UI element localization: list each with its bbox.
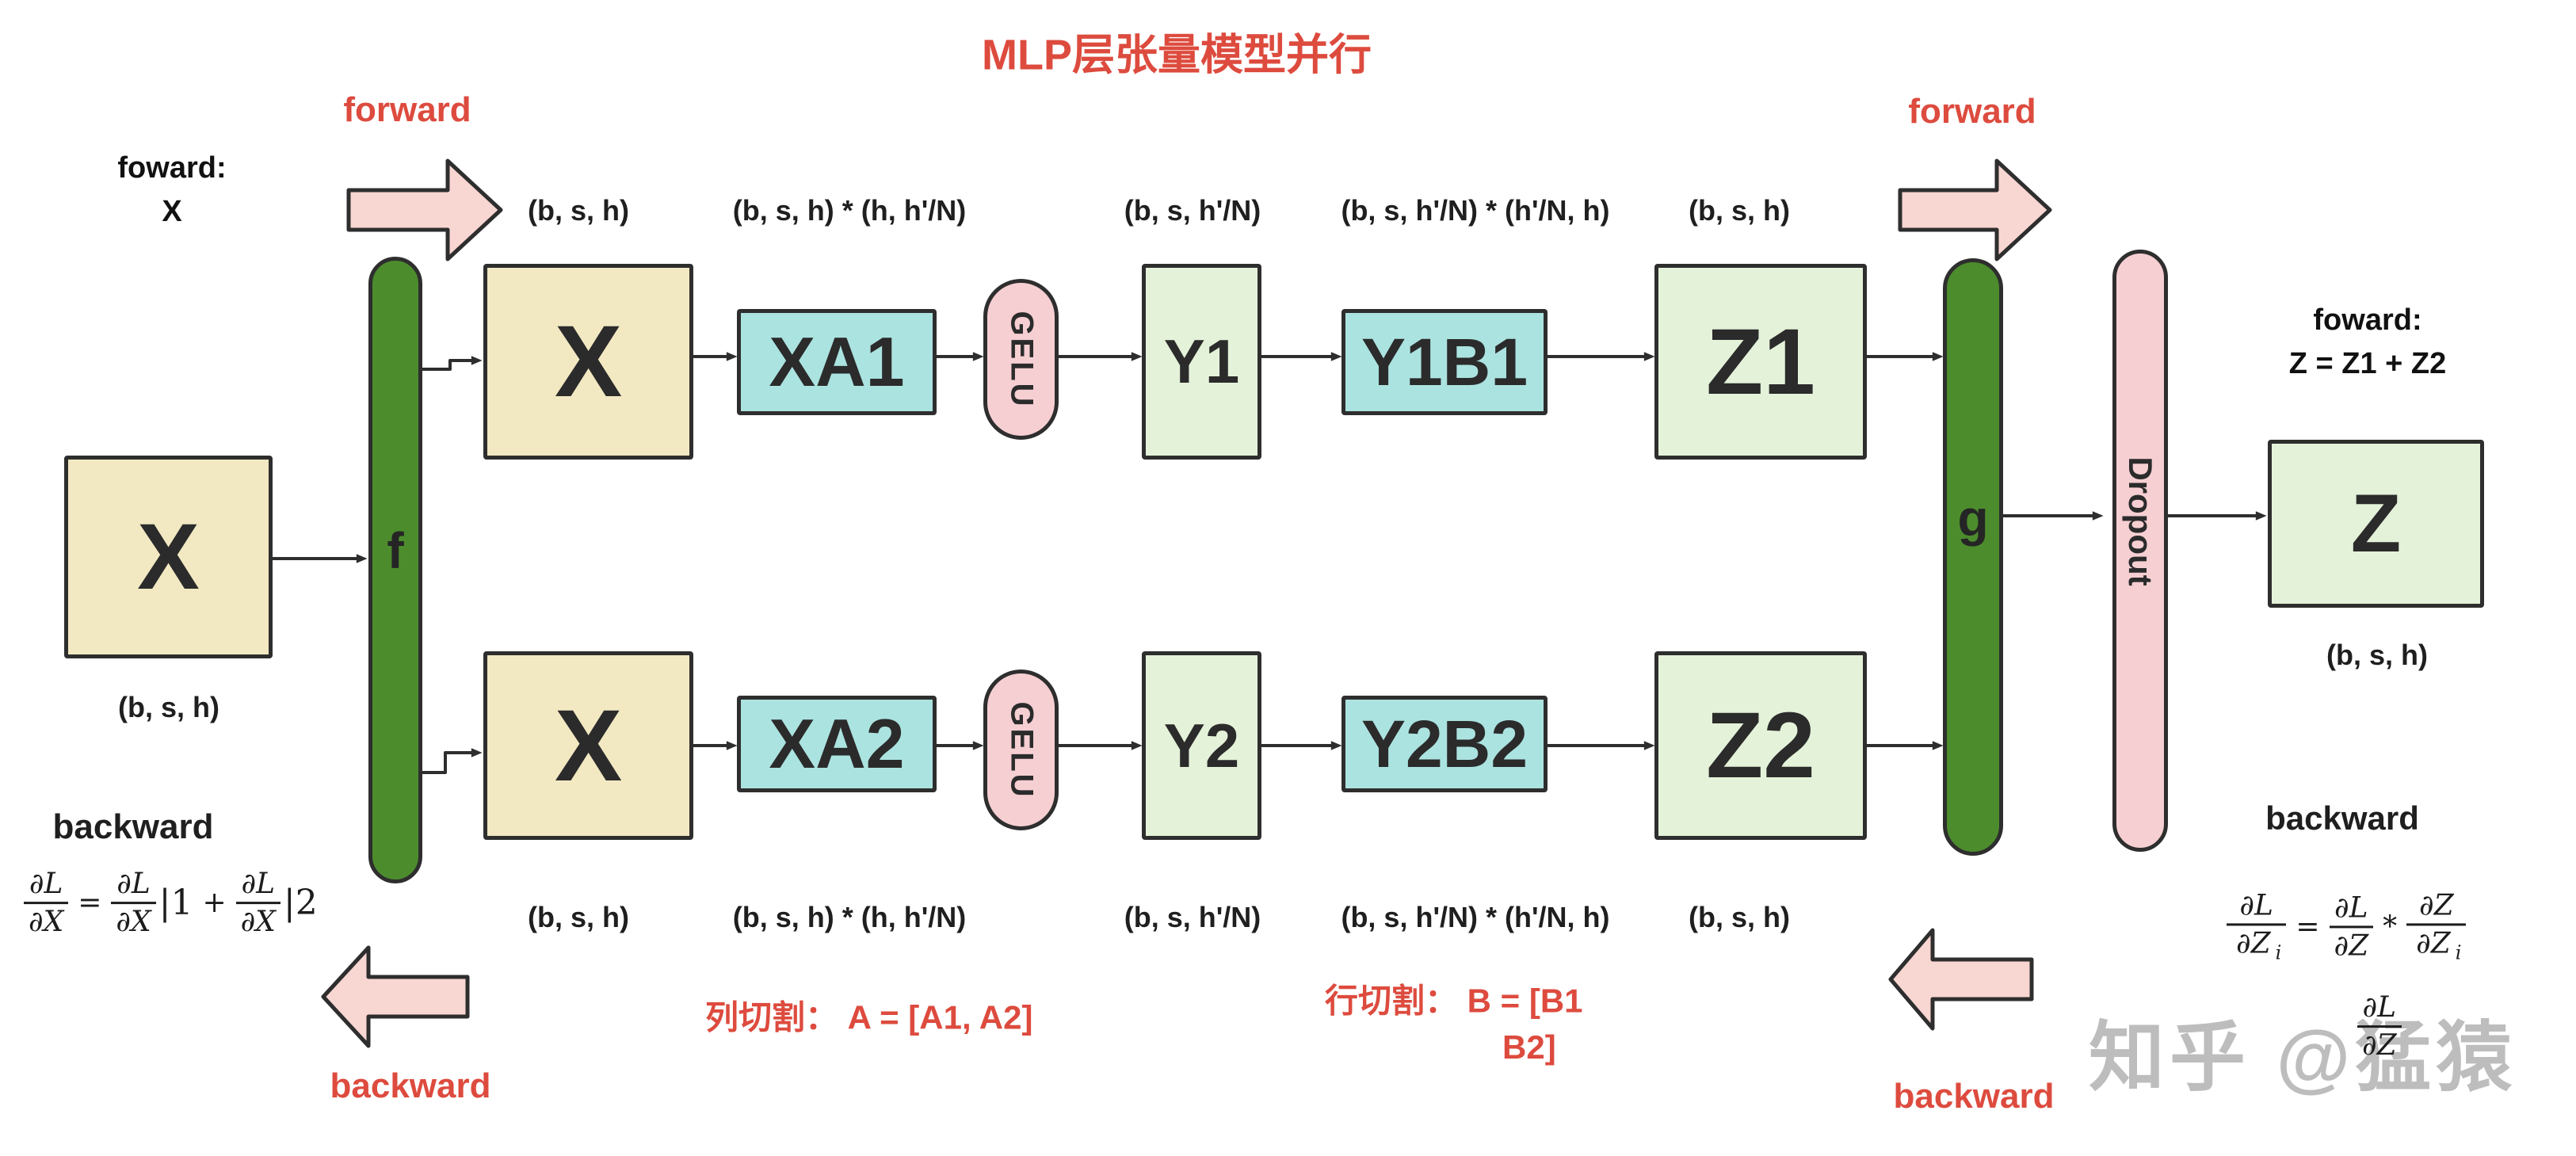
backward-formula-right: ∂L ∂Z i = ∂L ∂Z * ∂Z ∂Z i [2227,887,2467,967]
frac-den: ∂X [235,902,280,940]
backward-arrow-left-icon [321,945,470,1048]
forward-label-left: forward [343,90,471,129]
multiply-sign: * [2383,910,2398,944]
branch2-gelu-pill: GELU [983,670,1059,830]
dim-label-b2-proj: (b, s, h) * (h, h'/N) [732,901,967,933]
equals-sign: = [2296,910,2320,944]
branch1-out-box: Z1 [1654,264,1867,460]
backward-label-left-red: backward [330,1066,491,1105]
branch1-input-box: X [483,264,693,460]
forward-arrow-right-icon [1898,158,2052,261]
backward-formula-right-cont: ∂L ∂Z [2357,990,2402,1064]
restriction-2: |2 [283,883,318,924]
equals-sign: = [78,887,102,920]
col-split-note: 列切割： A = [A1, A2] [705,998,1033,1036]
watermark: 知乎 @猛猿 [2089,1015,2517,1101]
frac-den: ∂Z i [2406,923,2467,967]
frac-den: ∂Z [2329,925,2374,963]
plus-sign: + [202,887,227,920]
input-forward-note: foward: X [117,147,226,234]
dim-label-b1-input: (b, s, h) [528,194,629,227]
branch2-out-label: Z2 [1706,693,1815,798]
frac-den: ∂X [24,902,69,940]
frac-num: ∂L [29,868,63,901]
gather-bar-g-label: g [1957,490,1989,547]
input-box-x-label: X [137,505,200,609]
branch1-proj-box: XA1 [737,309,937,415]
branch2-proj2-label: Y2B2 [1361,706,1528,781]
output-dim-label: (b, s, h) [2326,639,2428,671]
branch1-input-label: X [554,305,623,418]
backward-label-right-black: backward [2265,799,2419,837]
frac-num: ∂L [241,868,276,901]
split-bar-f-label: f [387,522,404,579]
branch2-out-box: Z2 [1654,651,1867,840]
frac-den: ∂Z [2357,1025,2402,1064]
branch2-input-box: X [483,651,693,840]
page-title: MLP层张量模型并行 [982,31,1372,79]
frac-num: ∂L [116,868,151,901]
dim-label-b2-act: (b, s, h'/N) [1124,901,1261,933]
branch1-proj2-label: Y1B1 [1361,324,1528,399]
branch1-act-label: Y1 [1163,326,1240,396]
forward-arrow-left-icon [346,158,503,261]
frac-den-base: ∂Z [2416,927,2451,960]
backward-label-left-black: backward [52,807,214,846]
dim-label-b2-out: (b, s, h) [1689,901,1790,933]
output-forward-note-line2: Z = Z1 + Z2 [2288,347,2447,380]
frac-num: ∂L [2334,891,2368,925]
dim-label-b2-input: (b, s, h) [528,901,629,933]
dim-label-b2-proj2: (b, s, h'/N) * (h'/N, h) [1341,901,1610,933]
frac-den-base: ∂Z [2236,927,2271,960]
output-forward-note: foward: Z = Z1 + Z2 [2289,299,2447,386]
backward-formula-left: ∂L ∂X = ∂L ∂X |1 + ∂L ∂X |2 [24,866,318,940]
branch1-act-box: Y1 [1142,264,1261,460]
input-box-x: X [64,456,273,658]
dim-label-b1-proj2: (b, s, h'/N) * (h'/N, h) [1341,194,1610,227]
backward-arrow-right-icon [1888,928,2034,1031]
input-dim-label: (b, s, h) [118,691,219,723]
dropout-bar: Dropout [2112,250,2168,852]
backward-label-right-red: backward [1893,1077,2055,1116]
split-bar-f: f [368,257,422,883]
forward-label-right: forward [1908,92,2036,131]
dim-label-b1-act: (b, s, h'/N) [1124,194,1261,227]
row-split-note-line1: 行切割： B = [B1 [1325,982,1583,1020]
branch1-gelu-pill: GELU [983,279,1059,440]
frac-den-sub: i [2455,941,2462,964]
frac-num: ∂Z [2418,889,2454,922]
input-forward-note-line1: foward: [117,151,227,185]
branch2-proj2-box: Y2B2 [1341,696,1548,792]
dim-label-b1-out: (b, s, h) [1689,194,1790,227]
frac-num: ∂L [2239,889,2273,922]
branch1-proj-label: XA1 [769,322,905,401]
branch2-input-label: X [554,689,623,803]
output-forward-note-line1: foward: [2313,303,2422,337]
frac-den-sub: i [2275,941,2282,964]
branch2-proj-label: XA2 [769,704,905,783]
branch2-act-label: Y2 [1163,710,1240,780]
branch2-act-box: Y2 [1142,651,1261,840]
output-box-z-label: Z [2350,477,2402,570]
frac-num: ∂L [2362,991,2397,1024]
row-split-note-line2: B2] [1502,1028,1556,1066]
branch2-proj-box: XA2 [737,696,937,792]
output-box-z: Z [2268,440,2484,608]
frac-den: ∂Z i [2227,923,2287,967]
gather-bar-g: g [1943,258,2003,856]
branch1-out-label: Z1 [1706,309,1815,414]
restriction-1: |1 [158,883,193,924]
input-forward-note-line2: X [162,195,182,228]
frac-den: ∂X [111,902,156,940]
branch1-proj2-box: Y1B1 [1341,309,1548,415]
dim-label-b1-proj: (b, s, h) * (h, h'/N) [732,194,967,227]
